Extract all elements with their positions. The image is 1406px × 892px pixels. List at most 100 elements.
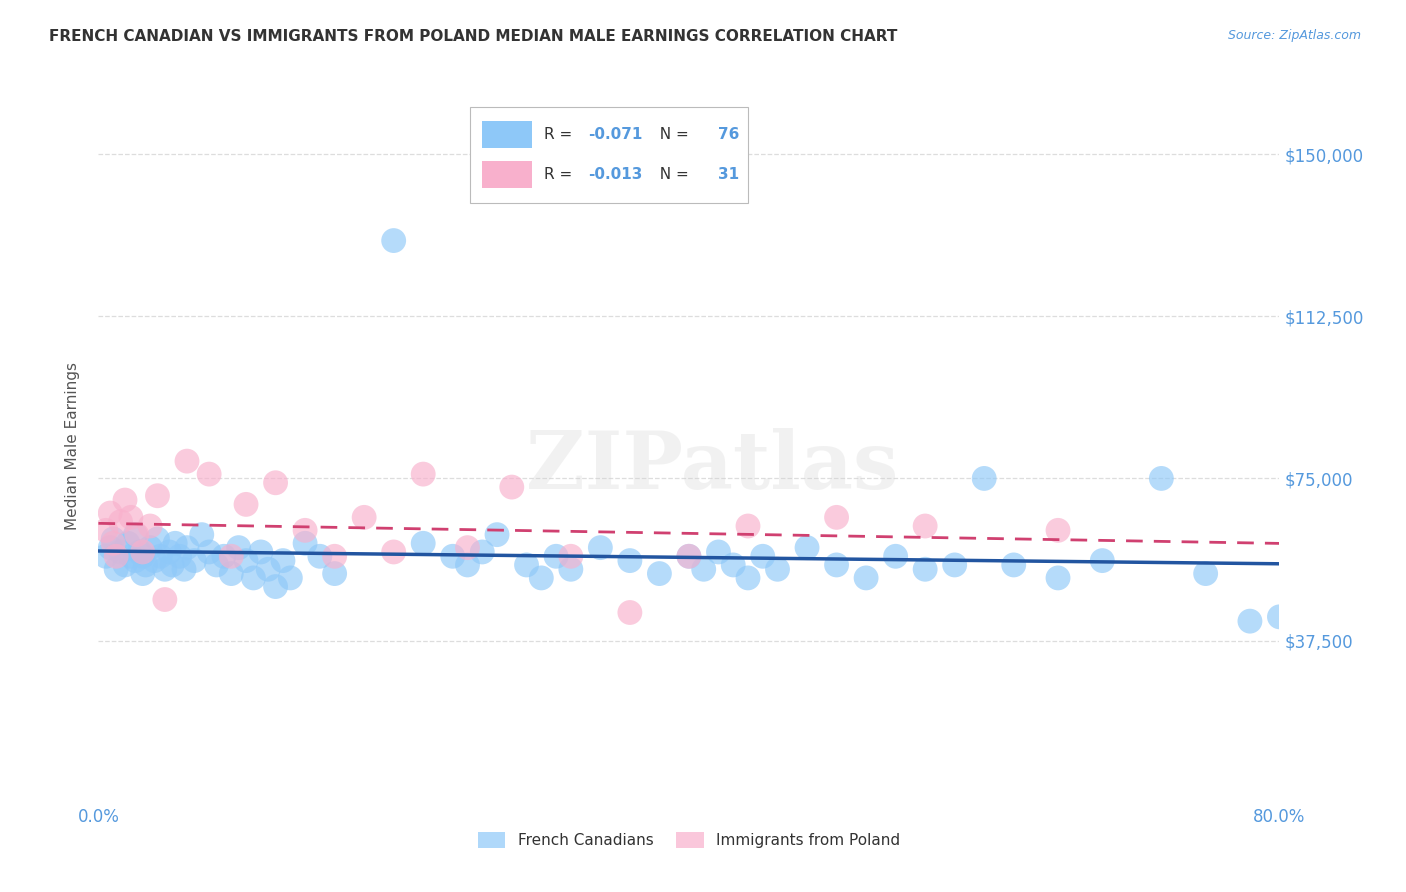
Point [114,558,136,572]
Point [619,606,641,620]
Point [221,549,243,564]
Point [457,541,479,555]
Point [169,549,191,564]
FancyBboxPatch shape [471,107,748,203]
Point [264,475,287,490]
Point [737,519,759,533]
Text: N =: N = [650,127,693,142]
Text: -0.013: -0.013 [589,168,643,182]
Y-axis label: Median Male Earnings: Median Male Earnings [65,362,80,530]
Point [132,549,155,564]
Point [707,545,730,559]
Point [323,566,346,581]
Point [1046,571,1070,585]
Point [471,545,494,559]
Point [1046,524,1070,538]
Point [139,541,162,555]
Point [162,558,183,572]
Point [486,527,509,541]
Point [382,234,405,248]
Point [143,553,166,567]
Point [103,536,125,550]
Point [228,541,250,555]
Point [132,566,155,581]
Point [560,549,582,564]
Point [198,467,221,482]
Point [530,571,553,585]
Point [309,549,332,564]
Point [516,558,538,572]
Point [153,562,176,576]
Point [205,558,228,572]
Point [146,489,169,503]
Point [235,553,257,567]
Point [153,592,176,607]
Point [619,553,641,567]
Point [235,497,257,511]
Point [796,541,818,555]
Point [124,553,146,567]
Point [457,558,479,572]
Point [98,541,121,555]
Point [173,562,195,576]
Point [1002,558,1025,572]
Point [280,571,302,585]
Point [914,562,936,576]
Point [149,549,172,564]
Point [139,519,162,533]
Point [914,519,936,533]
Point [1195,566,1218,581]
Point [125,527,148,541]
FancyBboxPatch shape [482,120,531,148]
Point [120,549,142,564]
Point [737,571,759,585]
Point [165,536,187,550]
Point [124,527,146,541]
Text: R =: R = [544,127,576,142]
Point [825,558,848,572]
Point [294,524,316,538]
Point [973,471,995,485]
Text: FRENCH CANADIAN VS IMMIGRANTS FROM POLAND MEDIAN MALE EARNINGS CORRELATION CHART: FRENCH CANADIAN VS IMMIGRANTS FROM POLAN… [49,29,897,44]
Point [191,527,214,541]
Point [723,558,745,572]
Point [110,545,132,559]
Point [766,562,789,576]
Point [146,532,169,546]
Point [884,549,907,564]
Text: -0.071: -0.071 [589,127,643,142]
Point [103,532,125,546]
Point [212,549,235,564]
Text: R =: R = [544,168,576,182]
Point [242,571,264,585]
Point [264,580,287,594]
Text: ZIPatlas: ZIPatlas [526,428,898,507]
Point [589,541,612,555]
Point [98,506,121,520]
Point [648,566,671,581]
FancyBboxPatch shape [482,161,531,188]
Point [176,454,198,468]
Point [132,545,155,559]
Point [1150,471,1173,485]
Point [678,549,700,564]
Point [678,549,700,564]
Point [1268,610,1291,624]
Point [257,562,280,576]
Point [105,562,128,576]
Text: N =: N = [650,168,693,182]
Point [501,480,523,494]
Point [323,549,346,564]
Text: 31: 31 [718,168,740,182]
Point [1091,553,1114,567]
Point [110,515,132,529]
Point [117,536,139,550]
Point [353,510,375,524]
Point [176,541,198,555]
Point [114,493,136,508]
Point [128,545,150,559]
Text: Source: ZipAtlas.com: Source: ZipAtlas.com [1227,29,1361,42]
Point [441,549,464,564]
Text: 76: 76 [718,127,740,142]
Point [752,549,775,564]
